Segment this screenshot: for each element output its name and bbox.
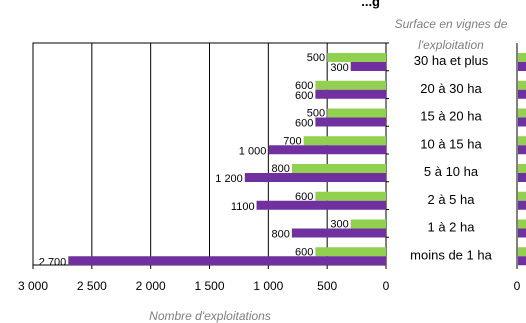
x-tick-label: 500 [317,279,337,293]
x-tick-label: 1 000 [253,279,283,293]
second-panel-bar [518,80,526,90]
bar [315,89,386,99]
second-panel-tick-label: 0 [514,279,521,293]
data-label: 2 700 [39,256,67,268]
bar [327,108,386,118]
category-axis-title: Surface en vignes de l'exploitation [394,17,508,52]
second-panel-bar [518,164,526,173]
second-panel-bar [518,219,526,229]
bar [315,80,386,90]
chart-title: ...g [361,0,380,9]
data-label: 600 [295,191,313,203]
category-label: 30 ha et plus [414,53,489,68]
second-panel-bar [518,53,526,62]
bar [350,219,386,229]
data-label: 500 [307,52,325,64]
x-axis-label: Nombre d'exploitations [149,309,271,323]
data-label: 600 [295,246,313,258]
category-label: 1 à 2 ha [428,220,476,235]
second-panel-bar [518,228,526,238]
category-label: 15 à 20 ha [420,109,482,124]
data-label: 600 [295,80,313,92]
second-panel-bar [518,89,526,99]
second-panel-bar [518,108,526,118]
bar [244,173,386,182]
data-label: 300 [330,62,348,74]
category-label: 10 à 15 ha [420,136,482,151]
bar [68,256,387,266]
data-label: 800 [272,163,290,175]
data-label: 500 [307,108,325,120]
second-panel-bar [518,117,526,127]
data-label: 1100 [231,201,255,213]
second-panel-bar [518,62,526,71]
data-label: 1 000 [239,145,267,157]
data-label: 800 [272,229,290,241]
bar [256,200,386,210]
data-label: 600 [295,90,313,102]
category-label: 20 à 30 ha [420,81,482,96]
bar [303,136,386,146]
second-panel-bar [518,191,526,201]
bar [315,117,386,127]
x-tick-label: 2 000 [136,279,166,293]
data-label: 600 [295,118,313,130]
bar [327,53,386,62]
second-panel-bar [518,256,526,266]
bar [350,62,386,71]
x-tick-label: 3 000 [18,279,48,293]
second-panel-bar [518,173,526,182]
bar [268,145,386,155]
bar [291,228,386,238]
second-panel-bar [518,145,526,155]
x-tick-label: 1 500 [194,279,224,293]
second-panel-bar [518,200,526,210]
category-label: 2 à 5 ha [428,192,476,207]
second-panel-bar [518,136,526,146]
second-panel-bar [518,247,526,257]
x-tick-label: 2 500 [77,279,107,293]
data-label: 700 [283,135,301,147]
category-label: 5 à 10 ha [424,164,479,179]
x-tick-label: 0 [383,279,390,293]
data-label: 1 200 [215,173,243,185]
category-label: moins de 1 ha [410,247,492,262]
bar [315,191,386,201]
bar [315,247,386,257]
bar [291,164,386,173]
data-label: 300 [330,219,348,231]
